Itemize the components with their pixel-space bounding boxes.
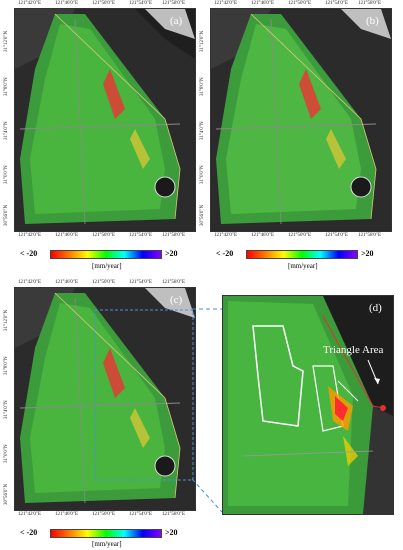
- triangle-area-arrow: [367, 359, 380, 385]
- map-c: (c): [14, 287, 196, 511]
- lon-tick-bottom: 121°50'0"E: [92, 233, 115, 238]
- lon-tick-top: 121°42'0"E: [214, 1, 237, 6]
- lat-tick-left: 31°8'0"N: [200, 77, 205, 96]
- lat-tick-left: 31°0'0"N: [4, 444, 9, 463]
- lon-tick-top: 121°58'0"E: [162, 1, 185, 6]
- lon-tick-top: 121°50'0"E: [92, 1, 115, 6]
- lon-tick-top: 121°54'0"E: [129, 1, 152, 6]
- lon-tick-bottom: 121°54'0"E: [325, 233, 348, 238]
- lon-tick-top: 121°54'0"E: [325, 1, 348, 6]
- lat-tick-left: 31°0'0"N: [4, 165, 9, 184]
- colorbar-unit: [mm/year]: [288, 262, 318, 270]
- map-d-zoom: (d) Triangle Area: [222, 295, 394, 515]
- colorbar-unit: [mm/year]: [92, 262, 122, 270]
- lon-tick-top: 121°54'0"E: [129, 280, 152, 285]
- lon-tick-bottom: 121°42'0"E: [18, 512, 41, 517]
- panel-label-c: (c): [170, 294, 183, 306]
- lon-tick-bottom: 121°58'0"E: [162, 512, 185, 517]
- lon-tick-bottom: 121°46'0"E: [55, 512, 78, 517]
- lat-tick-left: 31°12'0"N: [4, 30, 9, 52]
- lon-tick-top: 121°46'0"E: [251, 1, 274, 6]
- lon-tick-bottom: 121°54'0"E: [129, 512, 152, 517]
- colorbar: [50, 250, 162, 259]
- colorbar: [50, 529, 162, 538]
- lon-tick-bottom: 121°46'0"E: [55, 233, 78, 238]
- lat-tick-left: 31°0'0"N: [200, 165, 205, 184]
- lon-tick-top: 121°46'0"E: [55, 1, 78, 6]
- colorbar: [246, 250, 358, 259]
- lon-tick-bottom: 121°50'0"E: [288, 233, 311, 238]
- panel-label-d: (d): [369, 302, 382, 314]
- lon-tick-top: 121°58'0"E: [162, 280, 185, 285]
- colorbar-unit: [mm/year]: [92, 540, 122, 548]
- lon-tick-top: 121°42'0"E: [18, 1, 41, 6]
- lat-tick-left: 30°56'0"N: [200, 204, 205, 226]
- colorbar-min-label: < -20: [20, 249, 38, 258]
- colorbar-min-label: < -20: [216, 249, 234, 258]
- lat-tick-left: 31°12'0"N: [4, 309, 9, 331]
- colorbar-max-label: >20: [361, 249, 374, 258]
- lon-tick-bottom: 121°54'0"E: [129, 233, 152, 238]
- colorbar-max-label: >20: [165, 249, 178, 258]
- lat-tick-left: 31°8'0"N: [4, 356, 9, 375]
- lon-tick-bottom: 121°58'0"E: [358, 233, 381, 238]
- lon-tick-top: 121°50'0"E: [92, 280, 115, 285]
- lat-tick-left: 30°56'0"N: [4, 483, 9, 505]
- lat-tick-left: 31°4'0"N: [4, 121, 9, 140]
- colorbar-max-label: >20: [165, 528, 178, 537]
- lat-tick-left: 31°12'0"N: [200, 30, 205, 52]
- triangle-area-label: Triangle Area: [323, 344, 384, 356]
- panel-label-a: (a): [170, 15, 183, 27]
- panel-label-b: (b): [366, 15, 379, 27]
- lat-tick-left: 30°56'0"N: [4, 204, 9, 226]
- lon-tick-bottom: 121°58'0"E: [162, 233, 185, 238]
- lon-tick-top: 121°58'0"E: [358, 1, 381, 6]
- map-a: (a): [14, 8, 196, 232]
- lat-tick-left: 31°4'0"N: [200, 121, 205, 140]
- lon-tick-top: 121°42'0"E: [18, 280, 41, 285]
- lon-tick-bottom: 121°46'0"E: [251, 233, 274, 238]
- lon-tick-top: 121°50'0"E: [288, 1, 311, 6]
- lon-tick-top: 121°46'0"E: [55, 280, 78, 285]
- lat-tick-left: 31°8'0"N: [4, 77, 9, 96]
- lat-tick-left: 31°4'0"N: [4, 400, 9, 419]
- lon-tick-bottom: 121°42'0"E: [214, 233, 237, 238]
- map-b: (b): [210, 8, 392, 232]
- lon-tick-bottom: 121°50'0"E: [92, 512, 115, 517]
- colorbar-min-label: < -20: [20, 528, 38, 537]
- lon-tick-bottom: 121°42'0"E: [18, 233, 41, 238]
